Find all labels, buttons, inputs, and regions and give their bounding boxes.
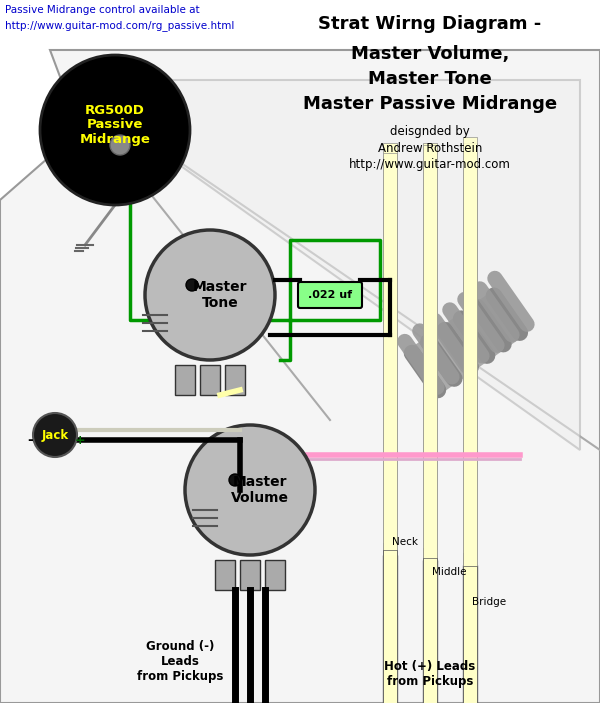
Bar bbox=[240, 560, 260, 590]
Circle shape bbox=[40, 55, 190, 205]
Bar bbox=[423, 145, 437, 703]
Circle shape bbox=[186, 279, 198, 291]
Text: Master Tone: Master Tone bbox=[368, 70, 492, 88]
Text: Master Passive Midrange: Master Passive Midrange bbox=[303, 95, 557, 113]
Circle shape bbox=[33, 413, 77, 457]
Text: http://www.guitar-mod.com/rg_passive.html: http://www.guitar-mod.com/rg_passive.htm… bbox=[5, 20, 235, 31]
Text: Master Volume,: Master Volume, bbox=[351, 45, 509, 63]
Bar bbox=[265, 560, 285, 590]
Circle shape bbox=[145, 230, 275, 360]
Bar bbox=[463, 143, 477, 703]
Bar bbox=[383, 143, 397, 703]
Bar bbox=[175, 365, 195, 395]
Text: Jack: Jack bbox=[41, 429, 68, 441]
Text: deisgnded by: deisgnded by bbox=[390, 125, 470, 138]
Circle shape bbox=[185, 425, 315, 555]
Circle shape bbox=[110, 135, 130, 155]
Circle shape bbox=[229, 474, 241, 486]
Text: Bridge: Bridge bbox=[472, 597, 506, 607]
FancyBboxPatch shape bbox=[298, 282, 362, 308]
Polygon shape bbox=[0, 50, 600, 703]
Text: http://www.guitar-mod.com: http://www.guitar-mod.com bbox=[349, 158, 511, 171]
Text: Andrew Rothstein: Andrew Rothstein bbox=[378, 142, 482, 155]
Text: Ground (-)
Leads
from Pickups: Ground (-) Leads from Pickups bbox=[137, 640, 223, 683]
Text: Neck: Neck bbox=[392, 537, 418, 547]
Text: Middle: Middle bbox=[432, 567, 467, 577]
Text: Master
Volume: Master Volume bbox=[231, 475, 289, 505]
Text: -: - bbox=[27, 433, 33, 447]
Polygon shape bbox=[60, 80, 580, 450]
Bar bbox=[383, 153, 397, 703]
Text: RG500D
Passive
Midrange: RG500D Passive Midrange bbox=[80, 103, 151, 146]
Bar bbox=[463, 137, 477, 703]
Text: Passive Midrange control available at: Passive Midrange control available at bbox=[5, 5, 200, 15]
Bar bbox=[215, 560, 235, 590]
Text: Strat Wirng Diagram -: Strat Wirng Diagram - bbox=[319, 15, 542, 33]
Text: Master
Tone: Master Tone bbox=[193, 280, 247, 310]
Bar bbox=[200, 365, 220, 395]
Bar bbox=[225, 365, 245, 395]
Bar bbox=[423, 143, 437, 703]
Text: +: + bbox=[74, 434, 85, 446]
Text: Hot (+) Leads
from Pickups: Hot (+) Leads from Pickups bbox=[385, 660, 476, 688]
Text: .022 uf: .022 uf bbox=[308, 290, 352, 300]
